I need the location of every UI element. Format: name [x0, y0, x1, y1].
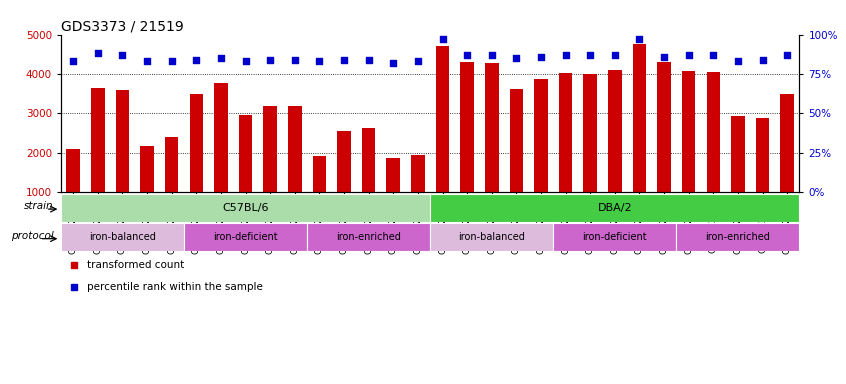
Text: protocol: protocol	[11, 231, 53, 241]
Bar	[387, 158, 400, 231]
Bar	[239, 115, 252, 231]
Point	[682, 52, 695, 58]
Point	[436, 36, 449, 42]
Bar	[553, 223, 676, 251]
Text: iron-deficient: iron-deficient	[213, 232, 277, 242]
Point	[263, 57, 277, 63]
Bar	[534, 79, 547, 231]
Text: DBA/2: DBA/2	[597, 203, 632, 213]
Point	[140, 58, 154, 65]
Bar	[61, 194, 430, 222]
Point	[338, 57, 351, 63]
Point	[165, 58, 179, 65]
Bar	[460, 62, 474, 231]
Bar	[657, 62, 671, 231]
Text: iron-balanced: iron-balanced	[89, 232, 156, 242]
Bar	[338, 131, 351, 231]
Point	[313, 58, 327, 65]
Bar	[362, 128, 376, 231]
Bar	[682, 71, 695, 231]
Bar	[140, 146, 154, 231]
Bar	[755, 118, 769, 231]
Bar	[559, 73, 573, 231]
Text: C57BL/6: C57BL/6	[222, 203, 269, 213]
Point	[485, 52, 498, 58]
Point	[67, 58, 80, 65]
Bar	[633, 44, 646, 231]
Point	[239, 58, 252, 65]
Point	[706, 52, 720, 58]
Point	[534, 53, 547, 60]
Bar	[61, 223, 184, 251]
Bar	[313, 156, 327, 231]
Bar	[731, 116, 744, 231]
Text: iron-balanced: iron-balanced	[459, 232, 525, 242]
Text: percentile rank within the sample: percentile rank within the sample	[87, 282, 262, 292]
Bar	[67, 149, 80, 231]
Point	[559, 52, 573, 58]
Bar	[307, 223, 430, 251]
Text: iron-deficient: iron-deficient	[583, 232, 647, 242]
Point	[584, 52, 597, 58]
Text: transformed count: transformed count	[87, 260, 184, 270]
Point	[509, 55, 523, 61]
Bar	[165, 137, 179, 231]
Bar	[509, 89, 523, 231]
Point	[633, 36, 646, 42]
Bar	[436, 46, 449, 231]
Text: strain: strain	[24, 201, 53, 211]
Bar	[116, 90, 129, 231]
Bar	[184, 223, 307, 251]
Bar	[676, 223, 799, 251]
Point	[116, 52, 129, 58]
Bar	[214, 83, 228, 231]
Bar	[430, 223, 553, 251]
Point	[780, 52, 794, 58]
Point	[460, 52, 474, 58]
Point	[755, 57, 769, 63]
Point	[608, 52, 622, 58]
Point	[657, 53, 671, 60]
Point	[411, 58, 425, 65]
Bar	[706, 71, 720, 231]
Bar	[780, 94, 794, 231]
Bar	[91, 88, 105, 231]
Point	[731, 58, 744, 65]
Point	[288, 57, 301, 63]
Point	[214, 55, 228, 61]
Bar	[485, 63, 498, 231]
Bar	[411, 155, 425, 231]
Bar	[288, 106, 301, 231]
Text: GDS3373 / 21519: GDS3373 / 21519	[61, 20, 184, 33]
Bar	[430, 194, 799, 222]
Point	[91, 50, 105, 56]
Bar	[608, 70, 622, 231]
Text: iron-enriched: iron-enriched	[706, 232, 771, 242]
Point	[362, 57, 376, 63]
Point	[190, 57, 203, 63]
Text: iron-enriched: iron-enriched	[336, 232, 401, 242]
Bar	[263, 106, 277, 231]
Bar	[190, 94, 203, 231]
Point	[387, 60, 400, 66]
Bar	[584, 74, 597, 231]
